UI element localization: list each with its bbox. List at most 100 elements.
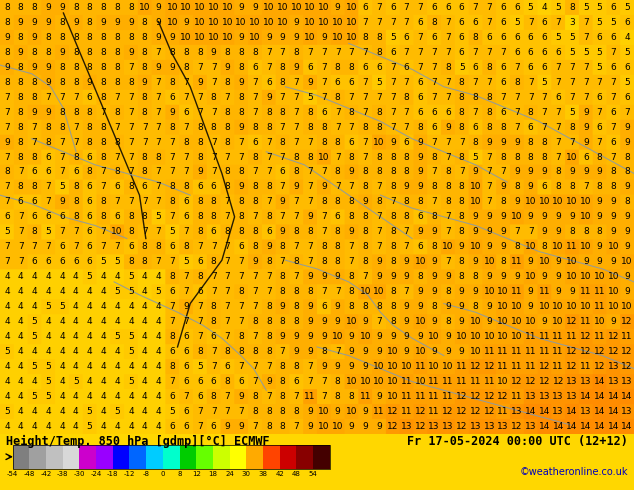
- Text: 7: 7: [4, 108, 10, 117]
- Text: 5: 5: [472, 152, 479, 162]
- Text: 7: 7: [445, 212, 451, 221]
- Text: 9: 9: [376, 332, 382, 341]
- Text: 8: 8: [169, 197, 175, 206]
- Text: 8: 8: [197, 122, 203, 132]
- Text: 10: 10: [373, 287, 385, 296]
- Text: 12: 12: [621, 317, 633, 326]
- Text: 4: 4: [46, 422, 51, 431]
- Text: 6: 6: [183, 197, 189, 206]
- Text: 7: 7: [18, 227, 23, 236]
- Text: 4: 4: [18, 347, 23, 356]
- Text: 13: 13: [484, 422, 495, 431]
- Text: 9: 9: [307, 332, 313, 341]
- Text: 4: 4: [32, 407, 37, 416]
- Text: 8: 8: [101, 197, 107, 206]
- Text: 9: 9: [486, 242, 492, 251]
- Text: 9: 9: [472, 227, 479, 236]
- Text: 6: 6: [431, 108, 437, 117]
- Text: 5: 5: [128, 347, 134, 356]
- Text: 7: 7: [128, 108, 134, 117]
- Text: 10: 10: [470, 197, 481, 206]
- Text: 14: 14: [525, 407, 536, 416]
- Text: 10: 10: [580, 197, 592, 206]
- Text: 11: 11: [552, 332, 564, 341]
- Text: 7: 7: [280, 347, 285, 356]
- Text: 8: 8: [197, 197, 203, 206]
- Text: 10: 10: [594, 317, 605, 326]
- Text: 7: 7: [210, 242, 216, 251]
- Text: 8: 8: [486, 93, 492, 102]
- Text: 7: 7: [128, 152, 134, 162]
- Text: 8: 8: [445, 287, 451, 296]
- Text: 5: 5: [46, 392, 51, 401]
- Text: 13: 13: [401, 422, 412, 431]
- Text: 9: 9: [611, 317, 616, 326]
- Text: 7: 7: [142, 197, 148, 206]
- Text: 4: 4: [18, 407, 23, 416]
- Text: 4: 4: [101, 392, 106, 401]
- Text: 6: 6: [18, 197, 23, 206]
- Text: 11: 11: [497, 362, 509, 371]
- Text: 7: 7: [101, 182, 107, 192]
- Text: 7: 7: [155, 168, 162, 176]
- Text: 7: 7: [321, 377, 327, 386]
- Text: 4: 4: [114, 422, 120, 431]
- Text: 4: 4: [87, 377, 93, 386]
- Text: 7: 7: [294, 272, 299, 281]
- Text: 6: 6: [500, 63, 506, 72]
- Text: 8: 8: [252, 242, 258, 251]
- Text: 9: 9: [210, 48, 216, 57]
- Text: 8: 8: [280, 138, 285, 147]
- Text: 10: 10: [373, 138, 385, 147]
- Text: 8: 8: [390, 287, 396, 296]
- Text: 9: 9: [418, 332, 424, 341]
- Text: 8: 8: [431, 18, 437, 27]
- Text: 7: 7: [155, 108, 162, 117]
- Text: 8: 8: [294, 407, 299, 416]
- Text: 8: 8: [459, 212, 465, 221]
- Text: 7: 7: [583, 78, 588, 87]
- Text: 6: 6: [183, 212, 189, 221]
- Text: 8: 8: [169, 332, 175, 341]
- Text: 7: 7: [252, 108, 258, 117]
- Text: 12: 12: [415, 422, 426, 431]
- Text: 6: 6: [541, 48, 547, 57]
- Text: 8: 8: [114, 108, 120, 117]
- Text: 9: 9: [404, 272, 410, 281]
- Text: 9: 9: [597, 168, 602, 176]
- Text: 8: 8: [87, 138, 93, 147]
- Text: 7: 7: [514, 108, 520, 117]
- Text: 8: 8: [169, 182, 175, 192]
- Text: 6: 6: [376, 63, 382, 72]
- Text: 7: 7: [376, 242, 382, 251]
- Text: 9: 9: [514, 138, 520, 147]
- Text: 13: 13: [497, 422, 509, 431]
- Text: 5: 5: [390, 33, 396, 42]
- Bar: [129, 445, 146, 468]
- Text: 11: 11: [525, 332, 536, 341]
- Text: 8: 8: [472, 138, 479, 147]
- Text: 11: 11: [359, 392, 371, 401]
- Text: 5: 5: [169, 227, 175, 236]
- Text: 12: 12: [456, 422, 467, 431]
- Text: 4: 4: [18, 287, 23, 296]
- Text: 8: 8: [266, 317, 271, 326]
- Text: 8: 8: [101, 3, 107, 12]
- Text: 5: 5: [597, 3, 602, 12]
- Text: 10: 10: [566, 197, 578, 206]
- Text: 7: 7: [500, 48, 506, 57]
- Text: 9: 9: [238, 33, 244, 42]
- Text: 5: 5: [114, 287, 120, 296]
- Text: 6: 6: [46, 257, 51, 266]
- Text: 9: 9: [335, 302, 340, 311]
- Text: 7: 7: [445, 152, 451, 162]
- Bar: [196, 445, 213, 468]
- Text: 8: 8: [376, 108, 382, 117]
- Text: 10: 10: [180, 3, 192, 12]
- Text: 9: 9: [280, 227, 285, 236]
- Text: 12: 12: [443, 407, 453, 416]
- Text: 10: 10: [552, 302, 564, 311]
- Text: 6: 6: [183, 362, 189, 371]
- Text: 7: 7: [307, 138, 313, 147]
- Text: 10: 10: [511, 302, 522, 311]
